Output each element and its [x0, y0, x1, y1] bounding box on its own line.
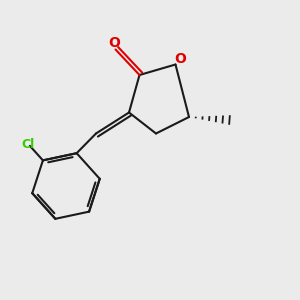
Text: O: O: [108, 36, 120, 50]
Text: Cl: Cl: [22, 138, 35, 151]
Text: O: O: [174, 52, 186, 66]
